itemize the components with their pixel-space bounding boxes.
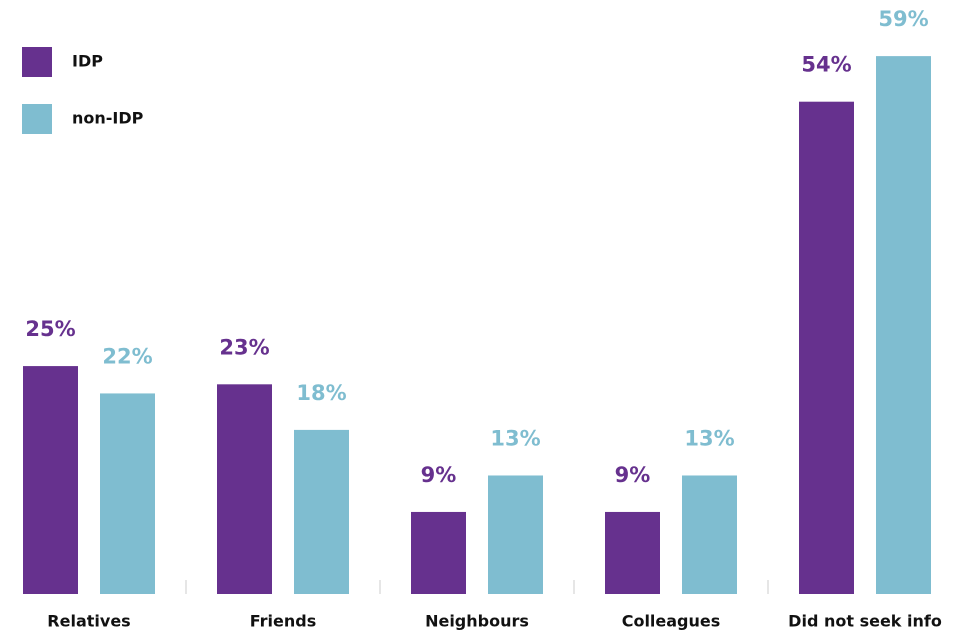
bar xyxy=(682,475,737,594)
bar xyxy=(411,511,466,594)
value-label: 9% xyxy=(421,463,457,487)
bar xyxy=(799,101,854,594)
value-label: 22% xyxy=(102,344,152,368)
x-tick-label: Did not seek info xyxy=(788,612,942,631)
bar xyxy=(23,366,78,594)
bar xyxy=(876,56,931,595)
bar xyxy=(294,429,349,594)
legend-swatch xyxy=(22,104,52,134)
value-label: 54% xyxy=(801,53,851,77)
legend-label: non-IDP xyxy=(72,109,144,128)
value-label: 9% xyxy=(615,463,651,487)
value-label: 13% xyxy=(684,426,734,450)
value-label: 18% xyxy=(296,381,346,405)
bar xyxy=(488,475,543,594)
value-label: 23% xyxy=(219,335,269,359)
x-tick-label: Neighbours xyxy=(425,612,529,631)
value-label: 25% xyxy=(25,317,75,341)
legend-label: IDP xyxy=(72,52,103,71)
value-label: 59% xyxy=(878,7,928,31)
bar xyxy=(217,384,272,594)
x-tick-label: Friends xyxy=(250,612,317,631)
x-tick-label: Relatives xyxy=(47,612,130,631)
bar xyxy=(605,511,660,594)
legend-swatch xyxy=(22,47,52,77)
x-tick-label: Colleagues xyxy=(622,612,721,631)
bar xyxy=(100,393,155,594)
value-label: 13% xyxy=(490,426,540,450)
